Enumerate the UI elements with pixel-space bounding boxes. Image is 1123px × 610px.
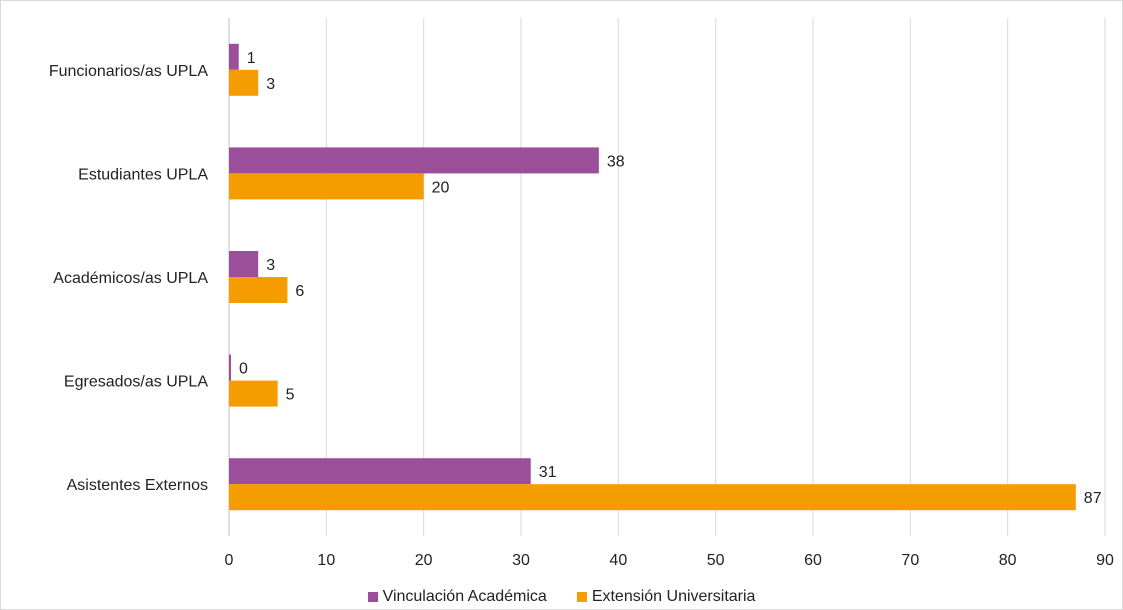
bar-s1-c0 bbox=[229, 69, 259, 96]
bar-s0-c0 bbox=[229, 43, 239, 70]
category-label-1: Estudiantes UPLA bbox=[78, 166, 208, 183]
x-tick-label-70: 70 bbox=[901, 552, 919, 569]
legend-label-vinculacion: Vinculación Académica bbox=[382, 588, 547, 605]
data-label-s1-c0: 3 bbox=[266, 76, 275, 93]
x-tick-label-50: 50 bbox=[707, 552, 725, 569]
legend-swatch-extension bbox=[576, 592, 587, 602]
data-label-s1-c1: 20 bbox=[432, 179, 450, 196]
legend-label-extension: Extensión Universitaria bbox=[591, 588, 756, 605]
data-label-s0-c1: 38 bbox=[607, 153, 625, 170]
data-label-s0-c0: 1 bbox=[247, 50, 256, 67]
data-label-s0-c3: 0 bbox=[239, 361, 248, 378]
legend-item-vinculacion: Vinculación Académica bbox=[367, 588, 547, 606]
category-label-0: Funcionarios/as UPLA bbox=[49, 63, 209, 80]
data-label-s1-c4: 87 bbox=[1084, 490, 1102, 507]
bar-s0-c4 bbox=[229, 458, 531, 485]
x-tick-label-60: 60 bbox=[804, 552, 822, 569]
category-label-4: Asistentes Externos bbox=[67, 477, 208, 494]
data-label-s0-c4: 31 bbox=[539, 464, 557, 481]
bar-s1-c4 bbox=[229, 484, 1076, 511]
bar-s0-c1 bbox=[229, 147, 599, 174]
data-label-s0-c2: 3 bbox=[266, 257, 275, 274]
category-label-3: Egresados/as UPLA bbox=[64, 374, 208, 391]
chart-legend: Vinculación Académica Extensión Universi… bbox=[0, 585, 1123, 609]
x-tick-label-20: 20 bbox=[415, 552, 433, 569]
x-tick-label-80: 80 bbox=[999, 552, 1017, 569]
x-tick-label-30: 30 bbox=[512, 552, 530, 569]
bar-s1-c3 bbox=[229, 380, 278, 407]
data-label-s1-c3: 5 bbox=[286, 387, 295, 404]
x-tick-label-10: 10 bbox=[317, 552, 335, 569]
category-label-2: Académicos/as UPLA bbox=[53, 270, 208, 287]
x-tick-label-40: 40 bbox=[609, 552, 627, 569]
bar-s0-c3 bbox=[229, 354, 231, 381]
bar-s0-c2 bbox=[229, 251, 259, 277]
legend-swatch-vinculacion bbox=[367, 592, 378, 602]
data-label-s1-c2: 6 bbox=[295, 283, 304, 300]
bar-s1-c1 bbox=[229, 173, 424, 200]
x-tick-label-0: 0 bbox=[225, 552, 234, 569]
legend-item-extension: Extensión Universitaria bbox=[576, 588, 756, 606]
bar-s1-c2 bbox=[229, 277, 288, 303]
x-tick-label-90: 90 bbox=[1096, 552, 1114, 569]
